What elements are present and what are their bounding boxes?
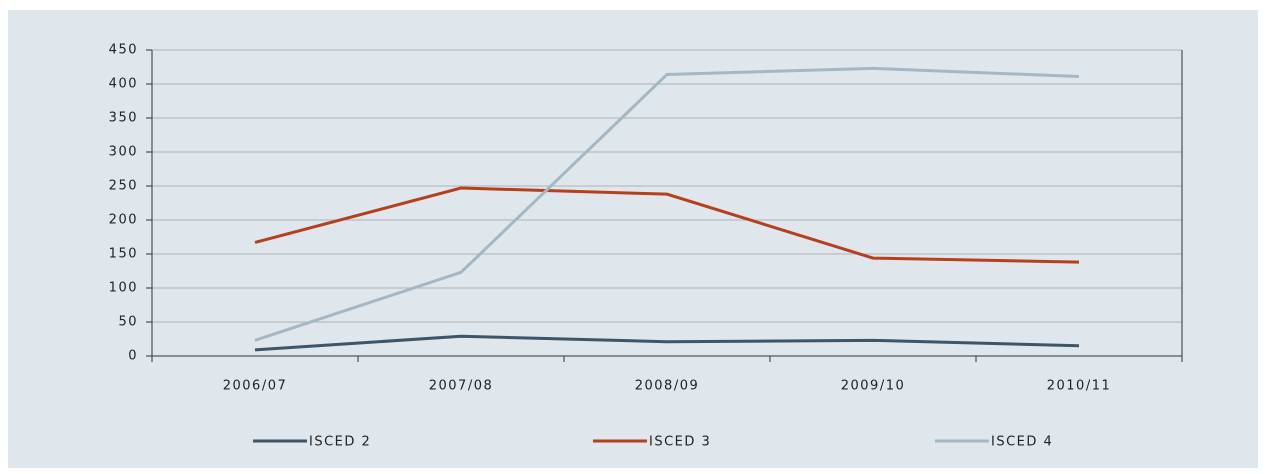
x-tick-label: 2009/10 xyxy=(841,379,906,394)
y-tick-label: 0 xyxy=(128,349,138,364)
line-series xyxy=(254,66,1080,342)
y-tick-label: 150 xyxy=(109,247,138,262)
y-tick-label: 50 xyxy=(118,315,138,330)
x-tick-label: 2010/11 xyxy=(1047,379,1112,394)
x-tick-label: 2006/07 xyxy=(223,379,288,394)
chart-background xyxy=(8,10,1258,468)
y-tick-label: 250 xyxy=(109,179,138,194)
x-tick-label: 2008/09 xyxy=(635,379,700,394)
y-tick-label: 350 xyxy=(109,111,138,126)
x-tick-label: 2007/08 xyxy=(429,379,494,394)
legend-label: ISCED 3 xyxy=(649,435,711,450)
y-tick-label: 300 xyxy=(109,145,138,160)
y-tick-label: 100 xyxy=(109,281,138,296)
legend-label: ISCED 4 xyxy=(991,435,1053,450)
y-tick-label: 450 xyxy=(109,43,138,58)
line-series xyxy=(254,334,1080,352)
line-series xyxy=(254,186,1080,264)
legend-label: ISCED 2 xyxy=(309,435,371,450)
y-tick-label: 400 xyxy=(109,77,138,92)
y-tick-label: 200 xyxy=(109,213,138,228)
